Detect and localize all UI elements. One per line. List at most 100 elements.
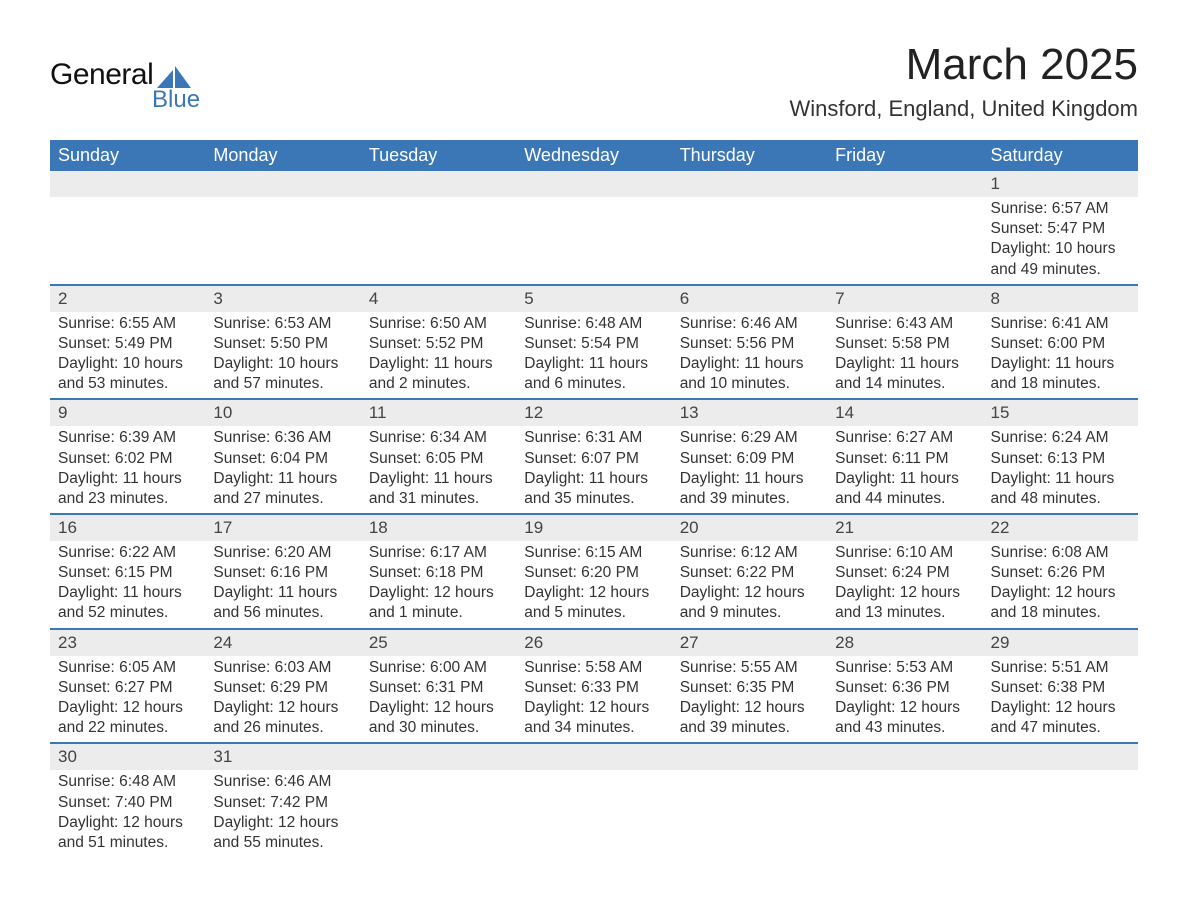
- calendar-day-cell: [827, 171, 982, 285]
- day-number: [50, 171, 205, 197]
- sunset-text: Sunset: 6:26 PM: [991, 563, 1130, 583]
- sunrise-text: Sunrise: 6:24 AM: [991, 428, 1130, 448]
- calendar-day-cell: 1Sunrise: 6:57 AMSunset: 5:47 PMDaylight…: [983, 171, 1138, 285]
- sunrise-text: Sunrise: 6:15 AM: [524, 543, 663, 563]
- daylight-text: Daylight: 12 hours and 43 minutes.: [835, 698, 974, 738]
- calendar-week-row: 9Sunrise: 6:39 AMSunset: 6:02 PMDaylight…: [50, 399, 1138, 514]
- sunset-text: Sunset: 5:58 PM: [835, 334, 974, 354]
- sunrise-text: Sunrise: 5:58 AM: [524, 658, 663, 678]
- daylight-text: Daylight: 11 hours and 52 minutes.: [58, 583, 197, 623]
- daylight-text: Daylight: 10 hours and 49 minutes.: [991, 239, 1130, 279]
- day-number: [205, 171, 360, 197]
- daylight-text: Daylight: 11 hours and 10 minutes.: [680, 354, 819, 394]
- day-number: 26: [516, 630, 671, 656]
- day-data: Sunrise: 6:24 AMSunset: 6:13 PMDaylight:…: [983, 426, 1138, 513]
- day-number: [516, 744, 671, 770]
- day-data: Sunrise: 6:36 AMSunset: 6:04 PMDaylight:…: [205, 426, 360, 513]
- day-number: [361, 744, 516, 770]
- sunrise-text: Sunrise: 6:41 AM: [991, 314, 1130, 334]
- day-number: 29: [983, 630, 1138, 656]
- calendar-day-cell: [516, 743, 671, 857]
- day-data: Sunrise: 6:48 AMSunset: 7:40 PMDaylight:…: [50, 770, 205, 857]
- daylight-text: Daylight: 11 hours and 44 minutes.: [835, 469, 974, 509]
- day-data: [672, 770, 827, 848]
- day-data: [983, 770, 1138, 848]
- day-number: 27: [672, 630, 827, 656]
- sunrise-text: Sunrise: 6:39 AM: [58, 428, 197, 448]
- sunrise-text: Sunrise: 6:50 AM: [369, 314, 508, 334]
- sunset-text: Sunset: 6:36 PM: [835, 678, 974, 698]
- day-number: 24: [205, 630, 360, 656]
- calendar-day-cell: [205, 171, 360, 285]
- sunrise-text: Sunrise: 6:00 AM: [369, 658, 508, 678]
- day-data: Sunrise: 5:58 AMSunset: 6:33 PMDaylight:…: [516, 656, 671, 743]
- calendar-day-cell: [361, 171, 516, 285]
- day-number: 7: [827, 286, 982, 312]
- day-number: 11: [361, 400, 516, 426]
- daylight-text: Daylight: 12 hours and 39 minutes.: [680, 698, 819, 738]
- calendar-day-cell: 30Sunrise: 6:48 AMSunset: 7:40 PMDayligh…: [50, 743, 205, 857]
- day-data: Sunrise: 5:51 AMSunset: 6:38 PMDaylight:…: [983, 656, 1138, 743]
- location: Winsford, England, United Kingdom: [789, 96, 1138, 122]
- calendar-day-cell: [516, 171, 671, 285]
- header: General Blue March 2025 Winsford, Englan…: [50, 40, 1138, 122]
- day-data: Sunrise: 6:53 AMSunset: 5:50 PMDaylight:…: [205, 312, 360, 399]
- calendar-day-cell: 14Sunrise: 6:27 AMSunset: 6:11 PMDayligh…: [827, 399, 982, 514]
- sunset-text: Sunset: 6:27 PM: [58, 678, 197, 698]
- weekday-header: Tuesday: [361, 140, 516, 171]
- calendar-table: SundayMondayTuesdayWednesdayThursdayFrid…: [50, 140, 1138, 857]
- sunrise-text: Sunrise: 6:46 AM: [213, 772, 352, 792]
- sunset-text: Sunset: 5:54 PM: [524, 334, 663, 354]
- day-number: 10: [205, 400, 360, 426]
- month-title: March 2025: [789, 40, 1138, 90]
- title-block: March 2025 Winsford, England, United Kin…: [789, 40, 1138, 122]
- calendar-day-cell: 10Sunrise: 6:36 AMSunset: 6:04 PMDayligh…: [205, 399, 360, 514]
- weekday-header: Thursday: [672, 140, 827, 171]
- sunset-text: Sunset: 6:24 PM: [835, 563, 974, 583]
- sunrise-text: Sunrise: 6:22 AM: [58, 543, 197, 563]
- day-data: Sunrise: 6:20 AMSunset: 6:16 PMDaylight:…: [205, 541, 360, 628]
- day-number: 14: [827, 400, 982, 426]
- calendar-day-cell: [983, 743, 1138, 857]
- sunset-text: Sunset: 6:15 PM: [58, 563, 197, 583]
- weekday-header: Sunday: [50, 140, 205, 171]
- weekday-header: Saturday: [983, 140, 1138, 171]
- sunset-text: Sunset: 5:49 PM: [58, 334, 197, 354]
- daylight-text: Daylight: 12 hours and 51 minutes.: [58, 813, 197, 853]
- sunset-text: Sunset: 6:09 PM: [680, 449, 819, 469]
- day-data: [361, 197, 516, 275]
- sunset-text: Sunset: 6:05 PM: [369, 449, 508, 469]
- calendar-day-cell: 6Sunrise: 6:46 AMSunset: 5:56 PMDaylight…: [672, 285, 827, 400]
- day-number: 1: [983, 171, 1138, 197]
- sunset-text: Sunset: 5:47 PM: [991, 219, 1130, 239]
- daylight-text: Daylight: 10 hours and 57 minutes.: [213, 354, 352, 394]
- calendar-day-cell: 9Sunrise: 6:39 AMSunset: 6:02 PMDaylight…: [50, 399, 205, 514]
- calendar-day-cell: 3Sunrise: 6:53 AMSunset: 5:50 PMDaylight…: [205, 285, 360, 400]
- sunrise-text: Sunrise: 6:17 AM: [369, 543, 508, 563]
- day-data: Sunrise: 6:17 AMSunset: 6:18 PMDaylight:…: [361, 541, 516, 628]
- sunrise-text: Sunrise: 6:08 AM: [991, 543, 1130, 563]
- sunrise-text: Sunrise: 5:55 AM: [680, 658, 819, 678]
- calendar-day-cell: 11Sunrise: 6:34 AMSunset: 6:05 PMDayligh…: [361, 399, 516, 514]
- day-number: 30: [50, 744, 205, 770]
- daylight-text: Daylight: 11 hours and 56 minutes.: [213, 583, 352, 623]
- calendar-day-cell: 20Sunrise: 6:12 AMSunset: 6:22 PMDayligh…: [672, 514, 827, 629]
- calendar-day-cell: 21Sunrise: 6:10 AMSunset: 6:24 PMDayligh…: [827, 514, 982, 629]
- day-number: 23: [50, 630, 205, 656]
- daylight-text: Daylight: 11 hours and 27 minutes.: [213, 469, 352, 509]
- sunrise-text: Sunrise: 6:48 AM: [58, 772, 197, 792]
- day-data: [205, 197, 360, 275]
- day-data: Sunrise: 6:43 AMSunset: 5:58 PMDaylight:…: [827, 312, 982, 399]
- daylight-text: Daylight: 11 hours and 35 minutes.: [524, 469, 663, 509]
- daylight-text: Daylight: 12 hours and 47 minutes.: [991, 698, 1130, 738]
- day-number: [672, 744, 827, 770]
- daylight-text: Daylight: 12 hours and 18 minutes.: [991, 583, 1130, 623]
- sunrise-text: Sunrise: 6:12 AM: [680, 543, 819, 563]
- sunset-text: Sunset: 6:33 PM: [524, 678, 663, 698]
- sunset-text: Sunset: 6:22 PM: [680, 563, 819, 583]
- sunset-text: Sunset: 6:38 PM: [991, 678, 1130, 698]
- sunrise-text: Sunrise: 6:48 AM: [524, 314, 663, 334]
- day-number: 16: [50, 515, 205, 541]
- daylight-text: Daylight: 12 hours and 30 minutes.: [369, 698, 508, 738]
- calendar-week-row: 23Sunrise: 6:05 AMSunset: 6:27 PMDayligh…: [50, 629, 1138, 744]
